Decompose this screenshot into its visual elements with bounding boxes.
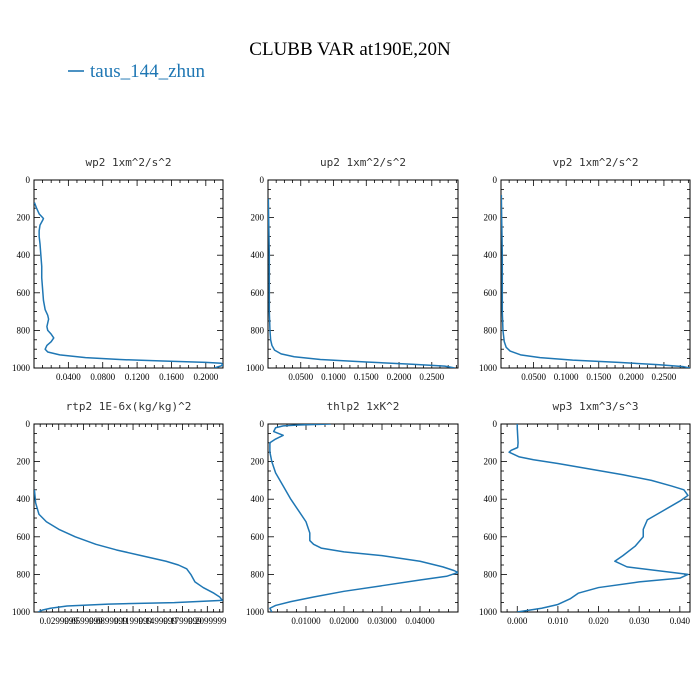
series-line-vp2	[501, 195, 690, 368]
legend: taus_144_zhun	[68, 61, 206, 82]
xtick-label-rtp2: 0.0299999	[40, 616, 79, 626]
ytick-label-wp2: 0	[26, 175, 31, 185]
xtick-label-vp2: 0.0500	[521, 372, 546, 382]
ytick-label-up2: 800	[251, 325, 265, 335]
ytick-label-rtp2: 1000	[12, 607, 31, 617]
ytick-label-wp2: 200	[17, 213, 31, 223]
xtick-label-rtp2: 0.0599999	[64, 616, 103, 626]
ytick-label-thlp2: 600	[251, 532, 265, 542]
panel-title-up2: up2 1xm^2/s^2	[320, 156, 406, 169]
ytick-label-rtp2: 200	[17, 457, 31, 467]
xtick-label-wp3: 0.030	[629, 616, 650, 626]
ytick-label-up2: 0	[260, 175, 265, 185]
xtick-label-rtp2: 0.1199999	[114, 616, 152, 626]
ytick-label-thlp2: 400	[251, 494, 265, 504]
xtick-label-up2: 0.1000	[321, 372, 346, 382]
ytick-label-wp3: 1000	[479, 607, 498, 617]
ytick-label-thlp2: 200	[251, 457, 265, 467]
panel-title-wp2: wp2 1xm^2/s^2	[85, 156, 171, 169]
xtick-label-rtp2: 0.2099999	[188, 616, 227, 626]
xtick-label-vp2: 0.1000	[554, 372, 579, 382]
ytick-label-up2: 600	[251, 288, 265, 298]
panel-frame-wp3	[500, 423, 691, 613]
xtick-label-up2: 0.2500	[419, 372, 444, 382]
panel-wp3: wp3 1xm^3/s^3 0 200 400 600 800 1000 0.000 0.010…	[479, 400, 691, 626]
series-line-thlp2	[269, 424, 458, 612]
ytick-label-thlp2: 800	[251, 569, 265, 579]
ytick-label-wp2: 400	[17, 250, 31, 260]
xtick-label-wp2: 0.1200	[125, 372, 150, 382]
series-line-up2	[268, 198, 455, 368]
ytick-label-wp3: 600	[484, 532, 498, 542]
panel-frame-thlp2	[267, 423, 459, 613]
ytick-label-vp2: 200	[484, 213, 498, 223]
xtick-label-vp2: 0.2000	[619, 372, 644, 382]
xtick-label-thlp2: 0.03000	[367, 616, 397, 626]
ytick-label-rtp2: 0	[26, 419, 31, 429]
xtick-label-thlp2: 0.04000	[405, 616, 435, 626]
xtick-label-wp2: 0.1600	[159, 372, 184, 382]
legend-entry: taus_144_zhun	[90, 61, 206, 82]
xtick-label-wp2: 0.0800	[90, 372, 115, 382]
ytick-label-rtp2: 400	[17, 494, 31, 504]
xtick-label-wp3: 0.040	[670, 616, 691, 626]
ytick-label-up2: 1000	[246, 363, 265, 373]
panel-title-vp2: vp2 1xm^2/s^2	[552, 156, 638, 169]
panel-frame-up2	[267, 179, 459, 369]
ytick-label-wp3: 0	[493, 419, 498, 429]
ytick-label-up2: 200	[251, 213, 265, 223]
ytick-label-vp2: 600	[484, 288, 498, 298]
panel-frame-vp2	[500, 179, 691, 369]
xtick-label-thlp2: 0.01000	[291, 616, 321, 626]
xtick-label-wp3: 0.000	[507, 616, 528, 626]
series-line-rtp2	[34, 489, 223, 612]
ytick-label-thlp2: 1000	[246, 607, 265, 617]
panel-title-wp3: wp3 1xm^3/s^3	[552, 400, 638, 413]
panel-wp2: wp2 1xm^2/s^2 0 200 400 600 800 1000 0.0400 0.08…	[12, 156, 224, 382]
ytick-label-wp3: 400	[484, 494, 498, 504]
panel-frame-wp2	[33, 179, 224, 369]
ytick-label-wp2: 1000	[12, 363, 31, 373]
series-line-wp3	[508, 424, 689, 612]
series-line-wp2	[34, 202, 223, 368]
xtick-label-vp2: 0.1500	[586, 372, 611, 382]
panel-frame-rtp2	[33, 423, 224, 613]
panel-title-rtp2: rtp2 1E-6x(kg/kg)^2	[66, 400, 192, 413]
panel-up2: up2 1xm^2/s^2 0 200 400 600 800 1000 0.0500 0.10…	[246, 156, 459, 382]
ytick-label-rtp2: 600	[17, 532, 31, 542]
panel-vp2: vp2 1xm^2/s^2 0 200 400 600 800 1000 0.0500 0.10…	[479, 156, 691, 382]
xtick-label-rtp2: 0.0899999	[89, 616, 128, 626]
xtick-label-wp2: 0.0400	[56, 372, 81, 382]
xtick-label-up2: 0.2000	[387, 372, 412, 382]
xtick-label-wp3: 0.010	[548, 616, 569, 626]
figure-title: CLUBB VAR at190E,20N	[249, 39, 451, 60]
xtick-label-thlp2: 0.02000	[329, 616, 359, 626]
ytick-label-wp3: 800	[484, 569, 498, 579]
ytick-label-wp2: 800	[17, 325, 31, 335]
ytick-label-wp3: 200	[484, 457, 498, 467]
xtick-label-vp2: 0.2500	[652, 372, 677, 382]
xtick-label-rtp2: 0.1499999	[139, 616, 178, 626]
ytick-label-vp2: 0	[493, 175, 498, 185]
xtick-label-up2: 0.1500	[354, 372, 379, 382]
ytick-label-vp2: 800	[484, 325, 498, 335]
ytick-label-thlp2: 0	[260, 419, 265, 429]
panel-title-thlp2: thlp2 1xK^2	[327, 400, 400, 413]
ytick-label-rtp2: 800	[17, 569, 31, 579]
ytick-label-vp2: 1000	[479, 363, 498, 373]
ytick-label-wp2: 600	[17, 288, 31, 298]
ytick-label-vp2: 400	[484, 250, 498, 260]
panel-thlp2: thlp2 1xK^2 0 200 400 600 800 1000 0.01000 0.020…	[246, 400, 459, 626]
xtick-label-up2: 0.0500	[288, 372, 313, 382]
xtick-label-rtp2: 0.1799999	[163, 616, 202, 626]
ytick-label-up2: 400	[251, 250, 265, 260]
xtick-label-wp2: 0.2000	[193, 372, 218, 382]
xtick-label-wp3: 0.020	[588, 616, 609, 626]
panel-rtp2: rtp2 1E-6x(kg/kg)^2 0 200 400 600 800 1000 0.02…	[12, 400, 227, 626]
